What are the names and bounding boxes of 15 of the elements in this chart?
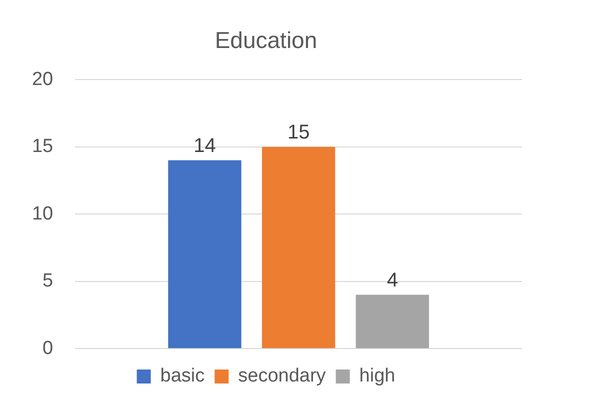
legend-label: basic <box>160 366 205 387</box>
y-tick-label: 10 <box>32 203 54 224</box>
y-tick-label: 0 <box>42 338 54 359</box>
y-tick-label: 15 <box>32 136 54 158</box>
data-label: 15 <box>287 121 310 144</box>
bar <box>168 160 242 348</box>
legend-label: high <box>359 366 396 387</box>
data-label: 14 <box>194 134 216 157</box>
y-tick-label: 20 <box>32 68 54 90</box>
bar <box>262 146 336 348</box>
legend-label: secondary <box>238 366 326 387</box>
y-tick-label: 5 <box>42 270 54 292</box>
data-label: 4 <box>386 269 398 292</box>
chart-title: Education <box>214 27 318 54</box>
bar <box>356 294 430 348</box>
